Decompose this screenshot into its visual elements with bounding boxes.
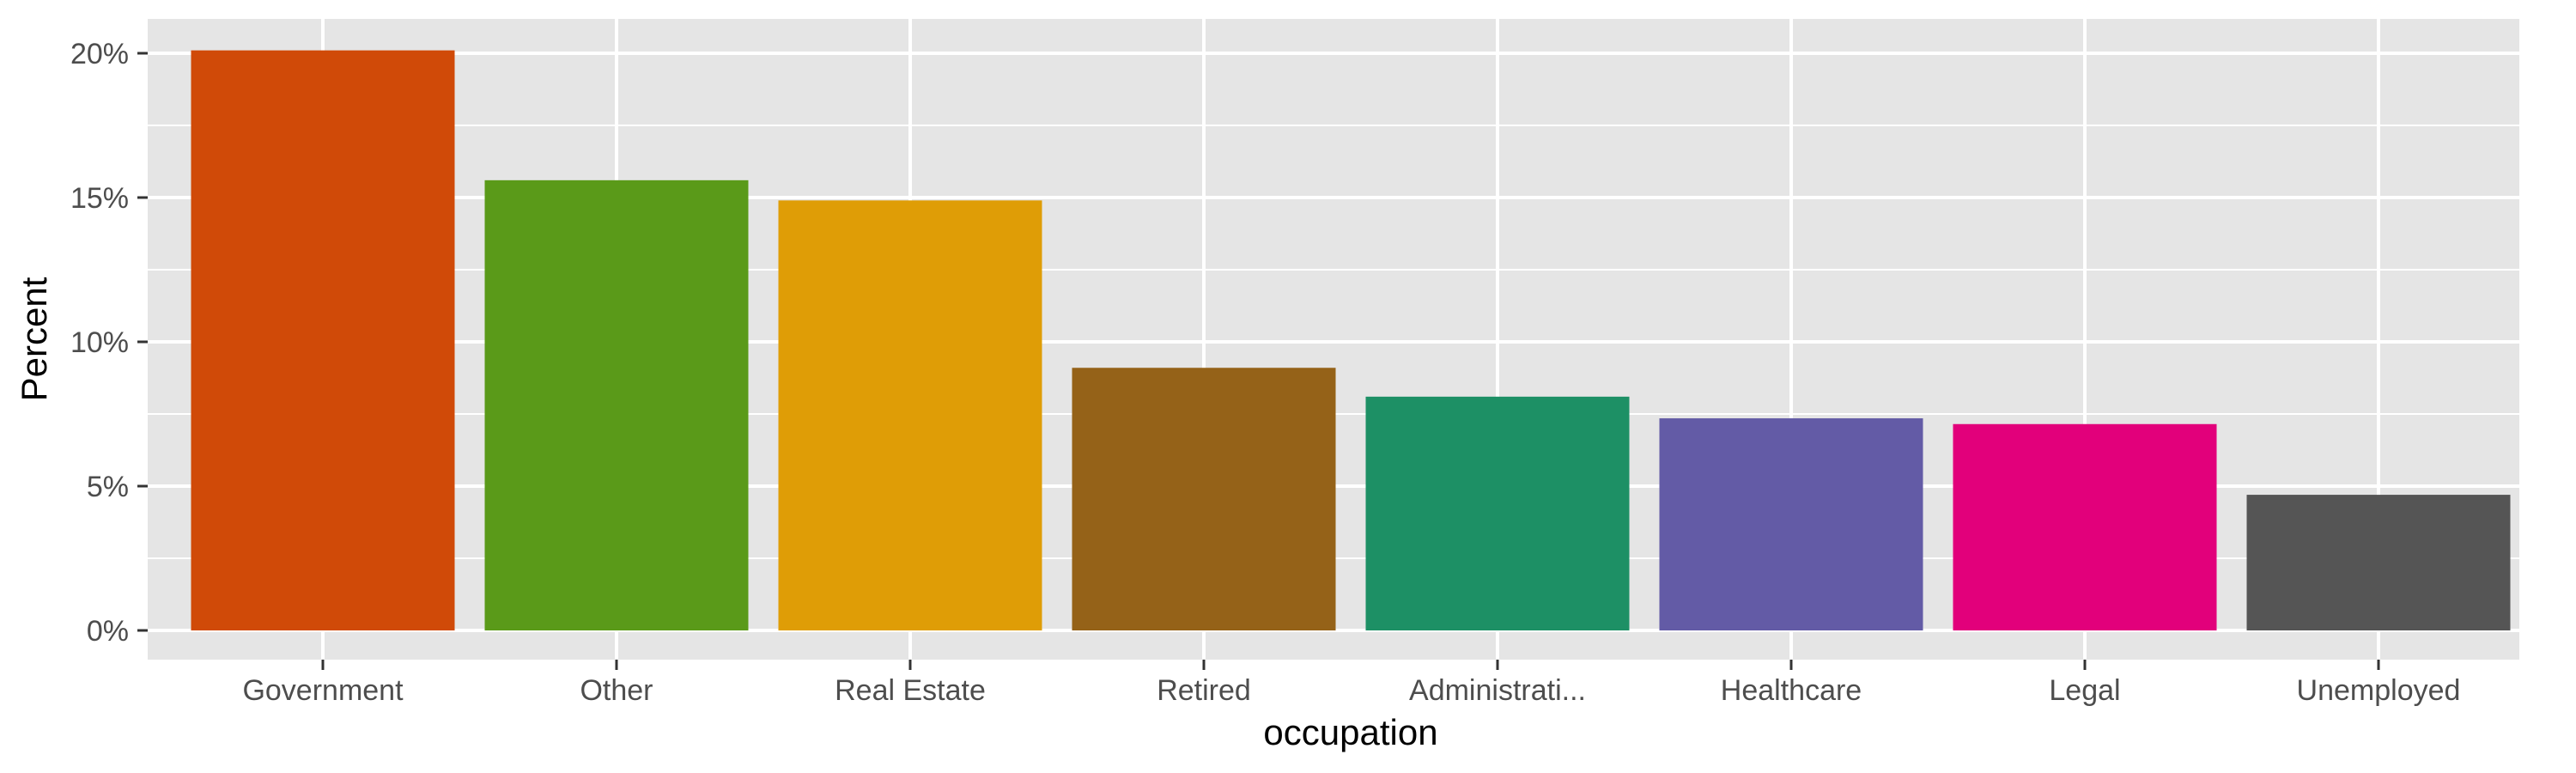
y-tick-label: 0% <box>87 615 129 648</box>
y-tick-label: 5% <box>87 471 129 503</box>
y-axis: 0% 5% 10% 15% 20% <box>70 38 148 648</box>
bar <box>1072 368 1336 630</box>
bar <box>1365 396 1630 630</box>
x-tick-label: Government <box>242 674 404 707</box>
bar <box>778 200 1042 631</box>
x-axis-title: occupation <box>1263 712 1437 752</box>
bar <box>1659 418 1923 630</box>
x-axis: Government Other Real Estate Retired Adminis… <box>242 660 2460 707</box>
bar <box>1953 423 2217 630</box>
y-tick-label: 15% <box>70 182 129 215</box>
bars <box>191 50 2511 631</box>
x-tick-label: Unemployed <box>2297 674 2461 707</box>
x-tick-label: Healthcare <box>1721 674 1862 707</box>
x-tick-label: Administrati... <box>1409 674 1586 707</box>
x-tick-label: Retired <box>1157 674 1251 707</box>
bar <box>484 180 749 631</box>
bar <box>191 50 455 630</box>
x-tick-label: Other <box>580 674 653 707</box>
y-tick-label: 20% <box>70 38 129 70</box>
bar <box>2246 495 2511 630</box>
y-axis-title: Percent <box>14 277 54 401</box>
x-tick-label: Real Estate <box>835 674 986 707</box>
x-tick-label: Legal <box>2049 674 2120 707</box>
y-tick-label: 10% <box>70 326 129 359</box>
